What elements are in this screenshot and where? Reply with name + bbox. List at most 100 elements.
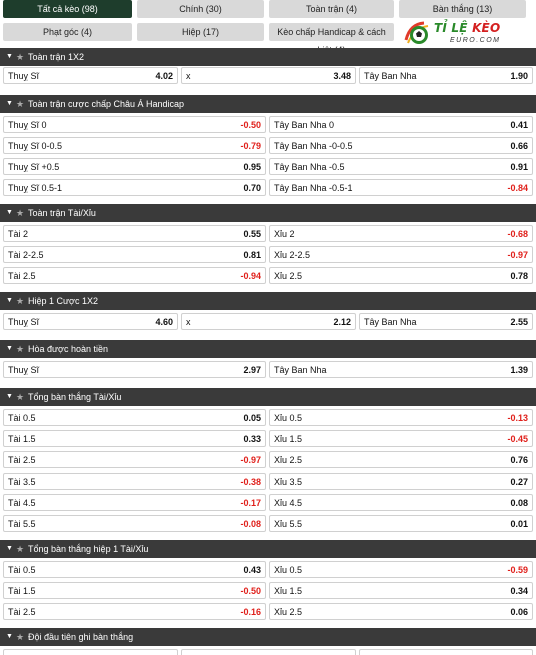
star-icon[interactable]: ★ [16, 392, 25, 402]
odds-cell[interactable]: Tây Ban Nha 1.39 [269, 361, 533, 378]
star-icon[interactable]: ★ [16, 344, 25, 354]
selection-name: Thuỵ Sĩ [8, 71, 40, 81]
section-header[interactable]: ▼ ★ Hiệp 1 Cược 1X2 [0, 292, 536, 310]
section-header[interactable]: ▼ ★ Đội đầu tiên ghi bàn thắng [0, 628, 536, 646]
handicap-line: 1.5 [23, 586, 36, 596]
chevron-down-icon[interactable]: ▼ [6, 209, 13, 216]
odds-cell[interactable]: Xỉu 2.5 0.06 [269, 603, 533, 620]
odds-cell[interactable] [359, 649, 533, 655]
tab-full-time[interactable]: Toàn trận (4) [269, 0, 394, 18]
odds-cell[interactable] [181, 649, 356, 655]
odds-cell[interactable]: Tài 3.5 -0.38 [3, 472, 266, 490]
odds-cell[interactable]: x 3.48 [181, 67, 356, 84]
odds-cell[interactable]: Xỉu 0.5 -0.59 [269, 561, 533, 578]
selection-label: Tài [8, 250, 21, 260]
chevron-down-icon[interactable]: ▼ [6, 53, 13, 60]
odds-cell[interactable]: Xỉu 2.5 0.78 [269, 267, 533, 284]
odds-cell[interactable]: Thuỵ Sĩ 0-0.5 -0.79 [3, 137, 266, 154]
chevron-down-icon[interactable]: ▼ [6, 393, 13, 400]
odds-cell[interactable]: Xỉu 2.5 0.76 [269, 451, 533, 469]
chevron-down-icon[interactable]: ▼ [6, 345, 13, 352]
odds-cell[interactable]: Xỉu 0.5 -0.13 [269, 409, 533, 426]
section-header[interactable]: ▼ ★ Tổng bàn thắng Tài/Xỉu [0, 388, 536, 406]
odds-value: -0.45 [507, 434, 528, 445]
section-header[interactable]: ▼ ★ Tổng bàn thắng hiệp 1 Tài/Xỉu [0, 540, 536, 558]
odds-cell[interactable]: Tài 5.5 -0.08 [3, 515, 266, 532]
selection-name: Xỉu 2 [274, 226, 295, 243]
odds-cell[interactable]: Tây Ban Nha -0-0.5 0.66 [269, 137, 533, 154]
selection-label: Tài [8, 519, 21, 529]
tab-all-markets[interactable]: Tất cả kèo (98) [3, 0, 132, 18]
odds-cell[interactable]: Thuỵ Sĩ 4.60 [3, 313, 178, 330]
odds-value: -0.97 [507, 250, 528, 260]
odds-cell[interactable]: Tây Ban Nha -0.5 0.91 [269, 158, 533, 175]
odds-cell[interactable]: Xỉu 4.5 0.08 [269, 493, 533, 512]
selection-name: Thuỵ Sĩ +0.5 [8, 159, 59, 176]
odds-cell[interactable]: Xỉu 3.5 0.27 [269, 472, 533, 490]
section-header[interactable]: ▼ ★ Toàn trận Tài/Xỉu [0, 204, 536, 222]
tab-main[interactable]: Chính (30) [137, 0, 264, 18]
odds-value: -0.97 [240, 455, 261, 466]
section-header[interactable]: ▼ ★ Toàn trận cược chấp Châu Á Handicap [0, 95, 536, 113]
handicap-line: 5.5 [23, 519, 36, 529]
selection-label: Xỉu [274, 607, 288, 617]
selection-name: Xỉu 4.5 [274, 495, 302, 512]
selection-label: Tài [8, 565, 21, 575]
odds-cell[interactable]: Tây Ban Nha 1.90 [359, 67, 533, 84]
odds-cell[interactable]: Tây Ban Nha 2.55 [359, 313, 533, 330]
odds-cell[interactable]: Thuỵ Sĩ 0.5-1 0.70 [3, 179, 266, 196]
tab-goals[interactable]: Bàn thắng (13) [399, 0, 526, 18]
odds-cell[interactable]: Tây Ban Nha 0 0.41 [269, 116, 533, 133]
odds-cell[interactable]: Tài 2.5 -0.94 [3, 267, 266, 284]
selection-name: Tây Ban Nha -0.5-1 [274, 180, 353, 197]
odds-cell[interactable]: Tài 4.5 -0.17 [3, 493, 266, 511]
odds-cell[interactable]: Xỉu 1.5 0.34 [269, 582, 533, 599]
section-header[interactable]: ▼ ★ Toàn trận 1X2 [0, 48, 536, 66]
odds-cell[interactable]: Tây Ban Nha -0.5-1 -0.84 [269, 179, 533, 196]
selection-label: Tây Ban Nha [274, 141, 327, 151]
odds-value: 0.95 [243, 162, 261, 172]
odds-cell[interactable]: Tài 2 0.55 [3, 225, 266, 242]
star-icon[interactable]: ★ [16, 296, 25, 306]
odds-cell[interactable]: Xỉu 1.5 -0.45 [269, 430, 533, 448]
star-icon[interactable]: ★ [16, 632, 25, 642]
selection-label: Thuỵ Sĩ [8, 120, 40, 130]
tab-handicap[interactable]: Kèo chấp Handicap & cách biệt (4) [269, 23, 394, 55]
handicap-line: 2-2.5 [289, 250, 311, 260]
odds-cell[interactable]: Xỉu 5.5 0.01 [269, 515, 533, 532]
selection-name: Tài 1.5 [8, 431, 36, 448]
chevron-down-icon[interactable]: ▼ [6, 297, 13, 304]
odds-cell[interactable]: Tài 1.5 0.33 [3, 430, 266, 448]
odds-value: -0.84 [507, 183, 528, 193]
chevron-down-icon[interactable]: ▼ [6, 633, 13, 640]
star-icon[interactable]: ★ [16, 99, 25, 109]
chevron-down-icon[interactable]: ▼ [6, 545, 13, 552]
odds-cell[interactable]: Tài 2.5 -0.97 [3, 451, 266, 469]
handicap-line: 0.5 [289, 413, 303, 423]
star-icon[interactable]: ★ [16, 52, 25, 62]
tab-corners[interactable]: Phạt góc (4) [3, 23, 132, 41]
star-icon[interactable]: ★ [16, 208, 25, 218]
odds-cell[interactable] [3, 649, 178, 655]
selection-name: Xỉu 2.5 [274, 604, 302, 621]
odds-cell[interactable]: Thuỵ Sĩ 4.02 [3, 67, 178, 84]
odds-cell[interactable]: Thuỵ Sĩ 2.97 [3, 361, 266, 378]
odds-cell[interactable]: Xỉu 2 -0.68 [269, 225, 533, 242]
odds-value: 3.48 [333, 71, 351, 81]
star-icon[interactable]: ★ [16, 544, 25, 554]
odds-cell[interactable]: Tài 2-2.5 0.81 [3, 246, 266, 263]
odds-value: 2.55 [510, 317, 528, 327]
tab-halves[interactable]: Hiệp (17) [137, 23, 264, 41]
handicap-line: 0 [329, 120, 335, 130]
odds-cell[interactable]: Tài 1.5 -0.50 [3, 582, 266, 599]
odds-cell[interactable]: Thuỵ Sĩ +0.5 0.95 [3, 158, 266, 175]
odds-cell[interactable]: Tài 0.5 0.05 [3, 409, 266, 426]
selection-name: Thuỵ Sĩ [8, 317, 40, 327]
odds-cell[interactable]: Tài 2.5 -0.16 [3, 603, 266, 620]
odds-cell[interactable]: Thuỵ Sĩ 0 -0.50 [3, 116, 266, 133]
odds-cell[interactable]: x 2.12 [181, 313, 356, 330]
section-header[interactable]: ▼ ★ Hòa được hoàn tiền [0, 340, 536, 358]
odds-cell[interactable]: Xỉu 2-2.5 -0.97 [269, 246, 533, 263]
odds-cell[interactable]: Tài 0.5 0.43 [3, 561, 266, 578]
chevron-down-icon[interactable]: ▼ [6, 100, 13, 107]
